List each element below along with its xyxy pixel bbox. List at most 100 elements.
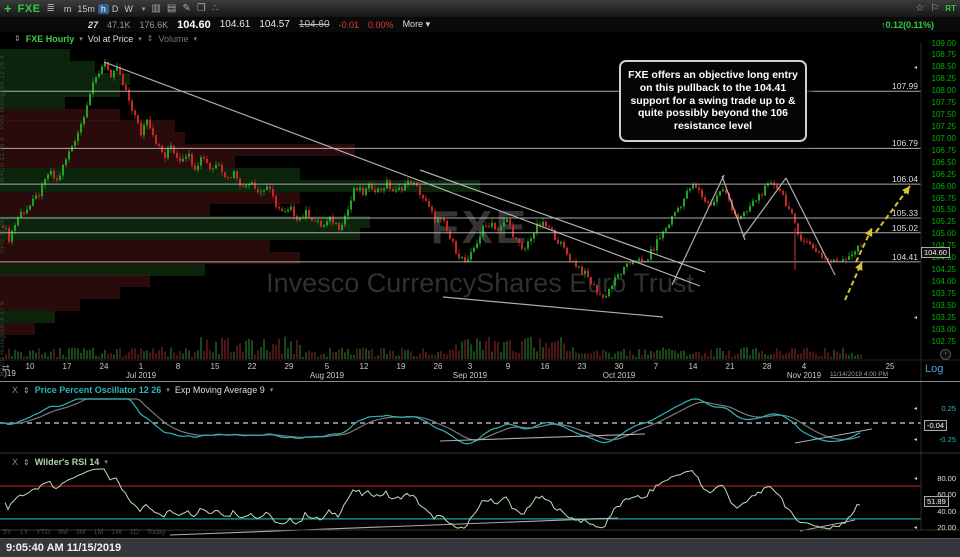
flag-icon[interactable]: ⚐ <box>930 3 940 14</box>
timeframe-D[interactable]: D <box>111 3 119 14</box>
current-price-chip: 104.60 <box>921 247 950 259</box>
overlay-vol-at-price[interactable]: Vol at Price <box>87 33 134 44</box>
timeframe-dropdown-icon[interactable]: ▾ <box>141 5 146 13</box>
vap-bar <box>0 239 270 252</box>
axis-marker-icon: ◂ <box>914 315 918 322</box>
favorite-star-icon[interactable]: ☆ <box>915 3 925 14</box>
range-1y[interactable]: 1Y <box>19 529 29 536</box>
price-axis-tick: 104.25 <box>931 265 956 274</box>
date-axis-day: 15 <box>210 362 220 371</box>
rsi-current-chip: 51.89 <box>924 496 949 507</box>
timeframe-W[interactable]: W <box>124 3 133 14</box>
chart-title-dropdown[interactable]: FXE Hourly <box>25 33 75 44</box>
rsi-axis-tick: 80.00 <box>937 474 956 483</box>
share-icon[interactable]: ∴ <box>211 3 219 14</box>
vap-bar <box>0 215 370 228</box>
ppo-title-dropdown[interactable]: Price Percent Oscillator 12 26 <box>34 385 162 395</box>
rsi-title-dropdown[interactable]: Wilder's RSI 14 <box>34 457 100 467</box>
vap-bar <box>0 60 95 73</box>
ppo-axis-tick: -0.25 <box>938 434 956 444</box>
axis-marker-icon: ◂ <box>914 64 918 71</box>
drag-handle-icon[interactable]: ⇕ <box>146 34 154 43</box>
price-axis-tick: 107.25 <box>931 121 956 131</box>
pan-arrows-icon[interactable]: ⇄ <box>2 363 10 373</box>
change-percent: 0.00% <box>368 19 394 30</box>
vap-bar <box>0 144 355 157</box>
symbol-ticker[interactable]: FXE <box>17 2 41 15</box>
vap-bar <box>0 48 70 61</box>
vap-bar <box>0 299 80 312</box>
chevron-down-icon[interactable]: ▾ <box>269 387 274 394</box>
range-1m[interactable]: 1M <box>93 529 104 536</box>
axis-marker-icon: ◂ <box>914 405 918 412</box>
drag-handle-icon[interactable]: ⇕ <box>23 457 30 467</box>
vap-bar <box>0 251 300 264</box>
log-scale-toggle[interactable]: Log <box>925 363 944 375</box>
axis-marker-icon: ◂ <box>914 476 918 482</box>
left-axis-label: PPO 12 26 <box>0 219 6 253</box>
timeframe-15m[interactable]: 15m <box>77 3 95 14</box>
timeframe-h[interactable]: h <box>97 3 109 14</box>
price-axis-tick: 103.50 <box>931 300 956 310</box>
range-1d[interactable]: 1D <box>129 529 139 536</box>
chart-annotation-note[interactable]: FXE offers an objective long entry on th… <box>619 60 807 142</box>
left-axis-label: PPO Histogram 12 26 9 <box>0 55 6 129</box>
range-3m[interactable]: 3M <box>75 529 86 536</box>
layers-icon[interactable]: ❐ <box>196 3 206 14</box>
level-label: 105.33 <box>892 208 918 218</box>
vap-bar <box>0 132 185 145</box>
date-axis-month: Sep 2019 <box>452 371 488 380</box>
price-axis-tick: 108.00 <box>931 86 956 96</box>
rsi-axis-tick: 20.00 <box>937 523 956 532</box>
top-toolbar: + FXE ≣ m 15m h D W ▾ ▥ ▤ ✎ ❐ ∴ ☆ ⚐ RT <box>0 0 960 17</box>
watchlist-icon[interactable]: ≣ <box>46 3 55 14</box>
vap-bar <box>0 203 210 216</box>
level-label: 107.99 <box>892 81 918 92</box>
chevron-down-icon[interactable]: ▾ <box>166 387 170 394</box>
notes-icon[interactable]: ▤ <box>166 3 177 14</box>
date-axis-day: 14 <box>688 362 698 371</box>
ppo-panel-header: X ⇕ Price Percent Oscillator 12 26 ▾ Exp… <box>0 384 920 396</box>
close-panel-button[interactable]: X <box>12 385 19 395</box>
chart-style-icon[interactable]: ▥ <box>151 3 161 14</box>
range-5y[interactable]: 5Y <box>3 529 12 536</box>
level-label: 106.79 <box>892 138 918 149</box>
price-axis-tick: 107.50 <box>931 110 956 119</box>
price-axis-tick: 105.25 <box>931 217 956 227</box>
date-axis-day: 24 <box>99 362 109 371</box>
timeframe-m[interactable]: m <box>63 3 72 14</box>
price-axis-tick: 105.50 <box>931 205 956 215</box>
date-axis-day: 8 <box>175 362 181 371</box>
range-shortcut-row: 5Y 1Y YTD 6M 3M 1M 1W 1D Today <box>3 529 165 536</box>
date-axis-day: 5 <box>324 362 330 371</box>
overlay-volume[interactable]: Volume <box>158 33 189 44</box>
vap-bar <box>0 192 300 204</box>
more-dropdown[interactable]: More ▾ <box>402 19 431 29</box>
chevron-down-icon[interactable]: ▾ <box>79 35 83 43</box>
drag-handle-icon[interactable]: ⇕ <box>23 385 30 395</box>
range-ytd[interactable]: YTD <box>36 529 51 536</box>
add-symbol-button[interactable]: + <box>4 1 12 16</box>
chevron-down-icon[interactable]: ▾ <box>104 459 108 466</box>
drag-handle-icon[interactable]: ⇕ <box>14 34 21 43</box>
range-today[interactable]: Today <box>146 529 166 536</box>
ema-overlay-dropdown[interactable]: Exp Moving Average 9 <box>174 385 265 395</box>
close-panel-button[interactable]: X <box>12 457 19 467</box>
range-1w[interactable]: 1W <box>111 529 122 536</box>
date-axis-day: 22 <box>247 362 257 371</box>
expand-axis-button[interactable]: › <box>940 349 951 360</box>
vap-bar <box>0 287 120 300</box>
chevron-down-icon[interactable]: ▾ <box>193 35 198 43</box>
date-axis-day: 23 <box>577 362 587 371</box>
rsi-panel-header: X ⇕ Wilder's RSI 14 ▾ <box>0 456 920 468</box>
draw-tool-icon[interactable]: ✎ <box>182 3 191 14</box>
range-6m[interactable]: 6M <box>58 529 68 536</box>
axis-marker-icon: ◂ <box>914 436 918 443</box>
price-axis-tick: 106.50 <box>931 157 956 167</box>
date-axis-day: 3 <box>467 362 473 371</box>
price-axis-tick: 106.75 <box>931 145 956 155</box>
chevron-down-icon[interactable]: ▾ <box>138 35 142 43</box>
